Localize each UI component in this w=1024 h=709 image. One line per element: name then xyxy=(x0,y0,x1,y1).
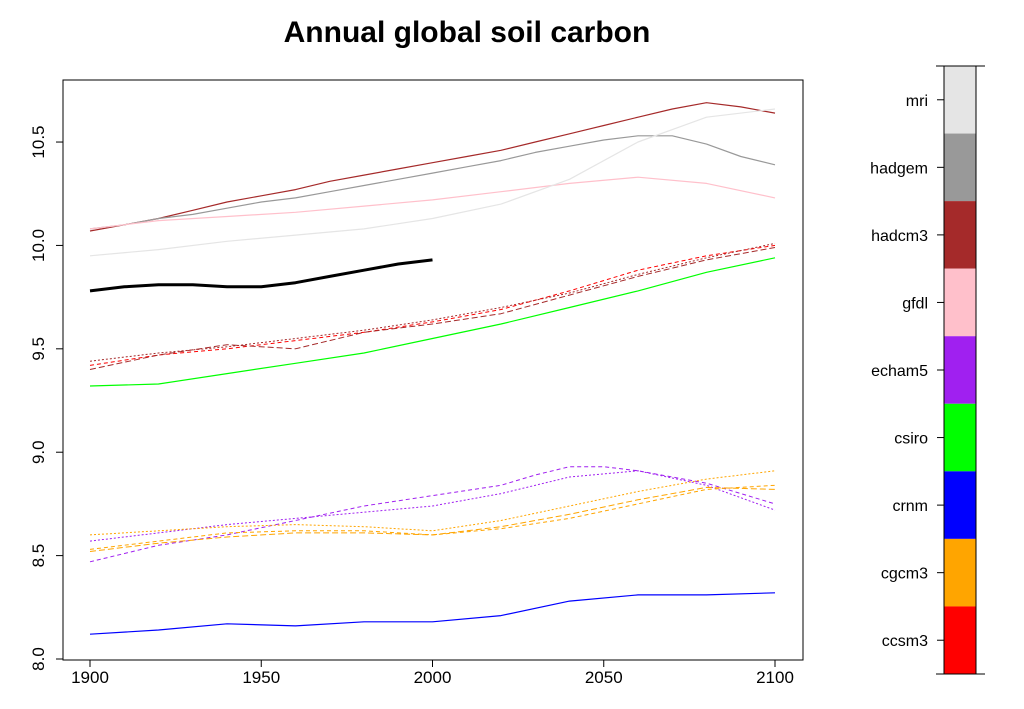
legend-label-crnm: crnm xyxy=(892,498,928,515)
legend-swatch-mri xyxy=(944,66,976,134)
y-tick-label: 10.5 xyxy=(29,125,48,158)
series-line-15 xyxy=(89,592,776,635)
legend-label-gfdl: gfdl xyxy=(902,295,928,312)
series-line-6 xyxy=(89,244,776,366)
axis-layer: 1900 1950 2000 2050 2100 8.0 8.5 9.0 9.5 10.0 10.5 xyxy=(29,125,794,687)
legend-swatch-ccsm3 xyxy=(944,606,976,674)
legend-label-cgcm3: cgcm3 xyxy=(881,566,928,583)
legend-label-echam5: echam5 xyxy=(871,363,928,380)
x-tick-label: 2000 xyxy=(414,668,452,687)
series-line-8 xyxy=(89,242,776,362)
y-tick-label: 8.5 xyxy=(29,544,48,568)
x-tick-label: 2100 xyxy=(756,668,794,687)
series-line-1 xyxy=(89,258,433,293)
series-line-10 xyxy=(89,466,776,563)
legend-label-hadgem: hadgem xyxy=(870,160,928,177)
chart-title: Annual global soil carbon xyxy=(283,16,651,49)
series-line-14 xyxy=(89,486,776,552)
legend-swatch-cgcm3 xyxy=(944,538,976,607)
legend-label-ccsm3: ccsm3 xyxy=(882,633,928,650)
legend-swatch-hadgem xyxy=(944,133,976,202)
legend-label-hadcm3: hadcm3 xyxy=(871,228,928,245)
legend-swatch-hadcm3 xyxy=(944,201,976,269)
series-line-13 xyxy=(89,470,776,536)
legend-label-mri: mri xyxy=(906,93,928,110)
y-tick-label: 9.5 xyxy=(29,337,48,361)
x-tick-label: 2050 xyxy=(585,668,623,687)
x-tick-label: 1950 xyxy=(242,668,280,687)
series-line-11 xyxy=(89,470,776,542)
series-line-3 xyxy=(89,135,776,230)
legend-swatch-echam5 xyxy=(944,336,976,404)
y-tick-label: 9.0 xyxy=(29,440,48,464)
series-line-9 xyxy=(89,257,776,387)
series-line-5 xyxy=(89,108,776,257)
legend-label-csiro: csiro xyxy=(894,431,928,448)
series-layer xyxy=(89,102,776,635)
series-line-7 xyxy=(89,247,776,370)
legend-swatch-gfdl xyxy=(944,268,976,337)
y-tick-label: 10.0 xyxy=(29,229,48,262)
x-tick-label: 1900 xyxy=(71,668,109,687)
legend-swatch-csiro xyxy=(944,403,976,472)
y-tick-label: 8.0 xyxy=(29,647,48,671)
series-line-4 xyxy=(89,176,776,230)
series-line-2 xyxy=(89,102,776,232)
legend-swatch-crnm xyxy=(944,471,976,539)
legend: mri hadgem hadcm3 gfdl echam5 csiro crnm cgcm3 c… xyxy=(870,65,985,675)
plot-frame xyxy=(62,79,804,661)
